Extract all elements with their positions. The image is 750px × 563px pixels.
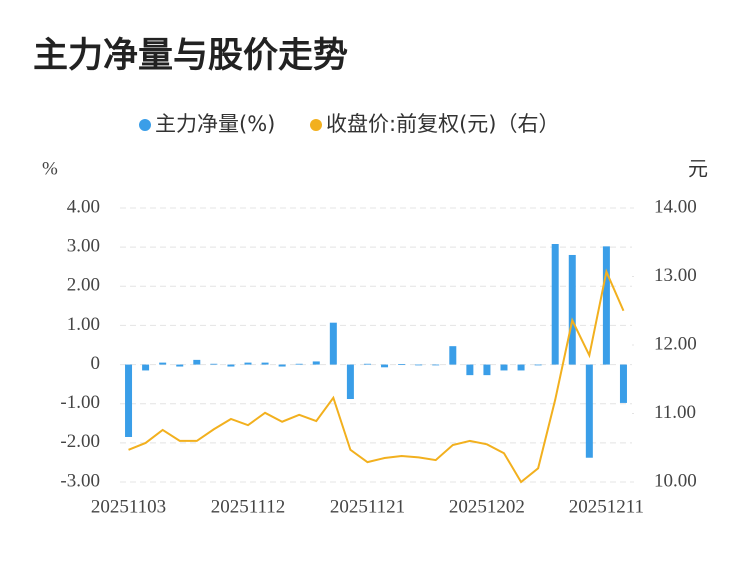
bar	[193, 359, 201, 365]
y2-tick-label: 13.00	[654, 265, 697, 286]
bar	[517, 364, 525, 371]
chart-title: 主力净量与股价走势	[33, 36, 348, 76]
legend-label: 收盘价:前复权(元)（右）	[326, 112, 559, 136]
legend-label: 主力净量(%)	[155, 112, 275, 136]
legend-marker	[310, 119, 322, 131]
bar	[244, 362, 252, 365]
bar	[312, 361, 320, 365]
bar	[415, 364, 423, 366]
bar	[483, 364, 491, 376]
bar	[227, 364, 235, 367]
y-tick-label: 3.00	[67, 236, 100, 257]
x-tick-label: 20251202	[449, 496, 525, 517]
bar	[466, 364, 474, 376]
legend-marker	[139, 119, 151, 131]
bar	[159, 362, 167, 365]
bar	[585, 364, 593, 458]
bar	[602, 246, 610, 365]
y-tick-label: 0	[91, 353, 101, 374]
x-tick-label: 20251112	[211, 496, 286, 517]
bar	[261, 362, 269, 365]
y-tick-label: 2.00	[67, 275, 100, 296]
x-tick-label: 20251103	[91, 496, 166, 517]
bar	[210, 363, 218, 365]
bar	[176, 364, 184, 367]
y-tick-label: -2.00	[60, 431, 100, 452]
bar	[295, 363, 303, 365]
x-tick-label: 20251211	[569, 496, 644, 517]
bar	[398, 364, 406, 365]
bar	[432, 364, 440, 366]
bar	[278, 364, 286, 367]
bar	[381, 364, 389, 368]
bar	[363, 363, 371, 365]
bar	[551, 244, 559, 365]
bar	[346, 364, 354, 400]
y2-tick-label: 14.00	[654, 196, 697, 217]
y-tick-label: -1.00	[60, 392, 100, 413]
y2-tick-label: 10.00	[654, 470, 697, 491]
bar	[329, 322, 337, 365]
bar	[449, 346, 457, 365]
y-axis-unit: %	[42, 158, 58, 179]
y-tick-label: -3.00	[60, 470, 100, 491]
y-tick-label: 4.00	[67, 196, 100, 217]
bar	[534, 364, 542, 366]
y-tick-label: 1.00	[67, 314, 100, 335]
bar	[125, 364, 133, 437]
y2-tick-label: 12.00	[654, 333, 697, 354]
y2-axis-unit: 元	[688, 157, 708, 181]
bar	[568, 254, 576, 365]
y2-tick-label: 11.00	[654, 402, 696, 423]
bar	[142, 364, 150, 371]
x-tick-label: 20251121	[330, 496, 405, 517]
bar	[619, 364, 627, 403]
price-line	[128, 268, 625, 484]
bar	[500, 364, 508, 371]
